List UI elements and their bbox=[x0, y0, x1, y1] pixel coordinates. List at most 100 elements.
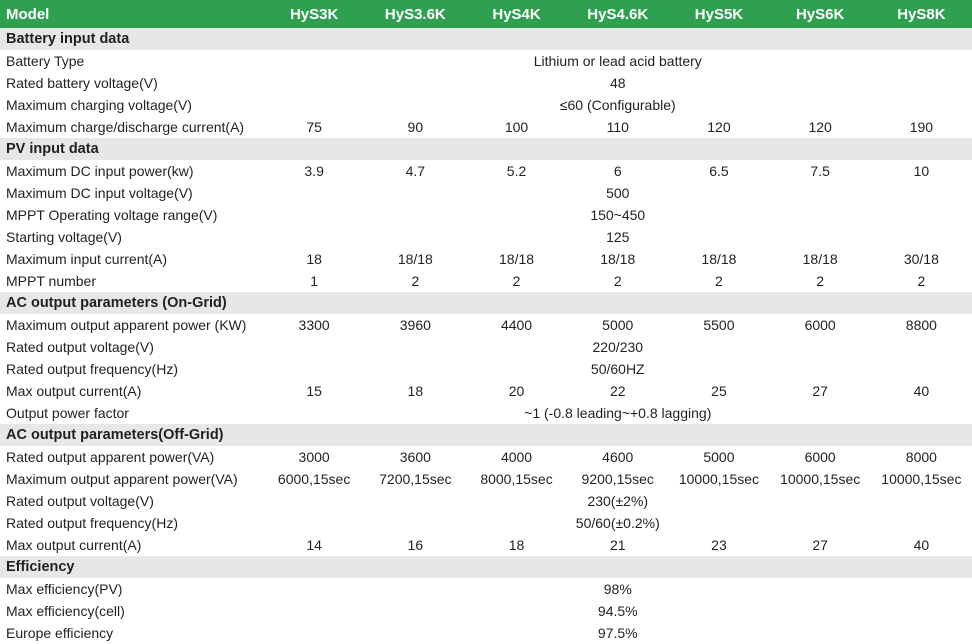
row-value: 90 bbox=[407, 119, 424, 135]
row-value-all-models: Lithium or lead acid battery bbox=[533, 53, 702, 69]
row-label: Max output current(A) bbox=[6, 537, 142, 553]
row-value: 27 bbox=[812, 537, 828, 553]
row-label: Maximum input current(A) bbox=[6, 251, 168, 267]
table-row: Rated output frequency(Hz) 50/60HZ bbox=[0, 358, 972, 380]
section-row: AC output parameters(Off-Grid) bbox=[0, 424, 972, 446]
table-row: Maximum charge/discharge current(A) 75 90 1… bbox=[0, 116, 972, 138]
row-label: Maximum output apparent power(VA) bbox=[6, 471, 238, 487]
row-value: 5000 bbox=[703, 449, 735, 465]
row-value: 10 bbox=[913, 163, 930, 179]
row-value: 22 bbox=[609, 383, 626, 399]
row-value: 120 bbox=[707, 119, 731, 135]
row-value: 100 bbox=[504, 119, 529, 135]
row-value-all-models: 125 bbox=[606, 229, 630, 245]
row-value: 18/18 bbox=[802, 251, 838, 267]
section-row: AC output parameters (On-Grid) bbox=[0, 292, 972, 314]
table-row: Max output current(A) 14 16 18 21 23 27 40 bbox=[0, 534, 972, 556]
row-label: Starting voltage(V) bbox=[6, 229, 122, 245]
row-value: 10000,15sec bbox=[678, 471, 760, 487]
table-row: Rated output frequency(Hz) 50/60(±0.2%) bbox=[0, 512, 972, 534]
row-value: 3000 bbox=[298, 449, 330, 465]
model-name: HyS6K bbox=[769, 0, 871, 28]
row-value-all-models: 48 bbox=[609, 75, 626, 91]
table-row: Maximum input current(A) 18 18/18 18/18 18/1… bbox=[0, 248, 972, 270]
row-value: 3300 bbox=[298, 317, 330, 333]
row-label: Max output current(A) bbox=[6, 383, 142, 399]
row-value-all-models: 94.5% bbox=[597, 603, 638, 619]
row-value: 75 bbox=[306, 119, 322, 135]
row-value: 7200,15sec bbox=[379, 471, 452, 487]
table-row: Maximum DC input power(kw) 3.9 4.7 5.2 6 6.5 7… bbox=[0, 160, 972, 182]
row-value: 25 bbox=[711, 383, 727, 399]
row-value: 3.9 bbox=[304, 163, 324, 179]
model-name: HyS4K bbox=[465, 0, 568, 28]
row-value: 110 bbox=[606, 119, 629, 135]
row-value-all-models: 500 bbox=[606, 185, 630, 201]
row-value: 4.7 bbox=[405, 163, 426, 179]
row-value: 8000,15sec bbox=[480, 471, 553, 487]
row-value: 10000,15sec bbox=[780, 471, 861, 487]
row-value: 2 bbox=[715, 273, 723, 289]
row-value: 2 bbox=[613, 273, 622, 289]
row-value: 6000,15sec bbox=[277, 471, 351, 487]
table-row: Max output current(A) 15 18 20 22 25 27 40 bbox=[0, 380, 972, 402]
row-value: 3960 bbox=[399, 317, 431, 333]
row-value-all-models: ~1 (-0.8 leading~+0.8 lagging) bbox=[524, 405, 712, 421]
row-value-all-models: 97.5% bbox=[597, 625, 638, 641]
row-label: Max efficiency(PV) bbox=[6, 581, 123, 597]
row-label: Maximum charge/discharge current(A) bbox=[6, 119, 245, 135]
row-value: 3600 bbox=[399, 449, 431, 465]
row-value: 18/18 bbox=[499, 251, 535, 267]
row-value-all-models: 50/60(±0.2%) bbox=[575, 515, 660, 531]
row-value: 23 bbox=[711, 537, 727, 553]
model-name: HyS5K bbox=[668, 0, 770, 28]
table-row: Output power factor ~1 (-0.8 leading~+0.8… bbox=[0, 402, 972, 424]
row-value: 6000 bbox=[804, 317, 836, 333]
row-value: 30/18 bbox=[903, 251, 939, 267]
row-value: 2 bbox=[512, 273, 521, 289]
section-title: Battery input data bbox=[0, 28, 972, 50]
section-title: Efficiency bbox=[0, 556, 972, 578]
row-value: 190 bbox=[909, 119, 934, 135]
row-value: 18 bbox=[407, 383, 424, 399]
row-value: 18/18 bbox=[397, 251, 433, 267]
row-value: 4600 bbox=[602, 449, 634, 465]
section-row: Efficiency bbox=[0, 556, 972, 578]
table-row: Rated battery voltage(V) 48 bbox=[0, 72, 972, 94]
row-label: Rated output voltage(V) bbox=[6, 339, 154, 355]
table-row: Rated output voltage(V) 220/230 bbox=[0, 336, 972, 358]
model-name: HyS3K bbox=[263, 0, 365, 28]
row-label: Battery Type bbox=[6, 53, 85, 69]
table-row: Maximum DC input voltage(V) 500 bbox=[0, 182, 972, 204]
model-name: HyS8K bbox=[870, 0, 972, 28]
table-row: Max efficiency(cell) 94.5% bbox=[0, 600, 972, 622]
row-label: Rated output apparent power(VA) bbox=[6, 449, 215, 465]
row-value-all-models: 220/230 bbox=[592, 339, 644, 355]
row-label: Maximum output apparent power (KW) bbox=[6, 317, 247, 333]
row-value: 10000,15sec bbox=[881, 471, 962, 487]
row-value: 5000 bbox=[602, 317, 634, 333]
spec-body: Battery input data Battery Type Lithium or… bbox=[0, 28, 972, 644]
table-row: Battery Type Lithium or lead acid battery bbox=[0, 50, 972, 72]
row-value: 40 bbox=[913, 537, 930, 553]
row-value: 6000 bbox=[804, 449, 836, 465]
row-label: Output power factor bbox=[6, 405, 129, 421]
section-row: PV input data bbox=[0, 138, 972, 160]
row-value: 15 bbox=[306, 383, 322, 399]
row-label: Rated battery voltage(V) bbox=[6, 75, 158, 91]
row-value: 20 bbox=[508, 383, 525, 399]
row-label: Max efficiency(cell) bbox=[6, 603, 125, 619]
row-label: Europe efficiency bbox=[6, 625, 114, 641]
row-value: 2 bbox=[411, 273, 420, 289]
row-value: 8800 bbox=[905, 317, 937, 333]
row-value-all-models: 98% bbox=[603, 581, 632, 597]
section-title: AC output parameters(Off-Grid) bbox=[0, 424, 972, 446]
row-value: 4400 bbox=[500, 317, 533, 333]
section-row: Battery input data bbox=[0, 28, 972, 50]
row-label: MPPT Operating voltage range(V) bbox=[6, 207, 218, 223]
table-row: Starting voltage(V) 125 bbox=[0, 226, 972, 248]
row-label: Maximum DC input power(kw) bbox=[6, 163, 194, 179]
table-row: Maximum output apparent power(VA) 6000,15… bbox=[0, 468, 972, 490]
table-row: Rated output apparent power(VA) 3000 3600 4… bbox=[0, 446, 972, 468]
row-value: 16 bbox=[407, 537, 424, 553]
